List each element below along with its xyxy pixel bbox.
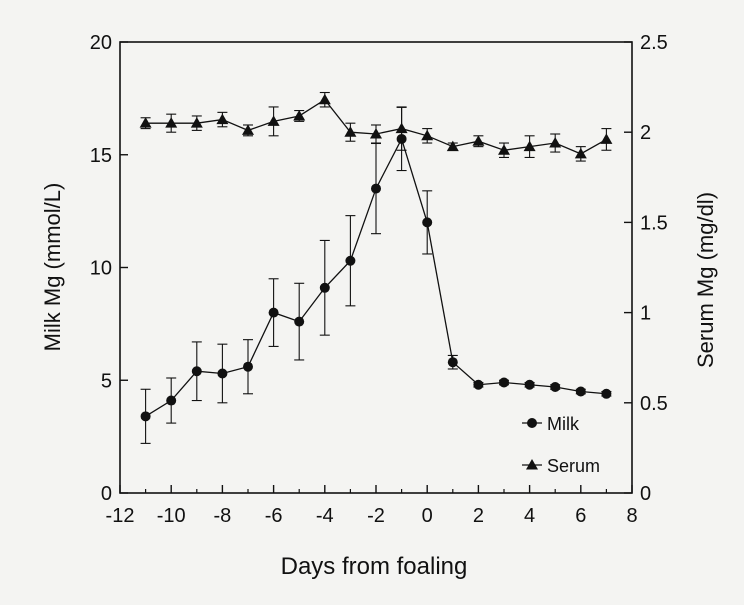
serum-series-point [318, 93, 331, 105]
milk-series-point [140, 411, 151, 422]
milk-series-point [575, 386, 586, 397]
left-y-tick-label: 0 [101, 483, 112, 505]
right-y-tick-label: 2 [640, 122, 651, 144]
serum-series-point [574, 147, 587, 159]
serum-series-point [139, 117, 152, 128]
x-tick-label: -4 [316, 505, 334, 527]
x-axis-label: Days from foaling [281, 553, 468, 580]
milk-series-point [345, 255, 356, 266]
milk-series-point [319, 282, 330, 293]
milk-series-point [191, 366, 202, 377]
serum-series-point [600, 133, 613, 144]
serum-series-point [267, 115, 280, 126]
serum-series-point [190, 117, 203, 128]
x-tick-label: 8 [626, 505, 637, 527]
right-y-axis-label: Serum Mg (mg/dl) [693, 192, 718, 368]
milk-series-point [473, 379, 484, 390]
left-y-tick-label: 20 [90, 32, 112, 54]
serum-series-point [446, 140, 459, 152]
serum-series-point [395, 122, 408, 134]
x-tick-label: -2 [367, 505, 385, 527]
serum-legend-point [526, 459, 538, 470]
left-y-tick-label: 15 [90, 145, 112, 167]
right-y-tick-label: 1.5 [640, 212, 668, 234]
x-tick-label: 0 [422, 505, 433, 527]
milk-series-point [601, 388, 612, 399]
serum-series-point [242, 124, 254, 135]
left-y-tick-label: 5 [101, 370, 112, 392]
milk-series-point [217, 368, 228, 379]
serum-series-point [344, 126, 357, 137]
x-tick-label: 6 [575, 505, 586, 527]
left-y-axis-label: Milk Mg (mmol/L) [40, 183, 65, 352]
x-tick-label: -12 [106, 505, 135, 527]
milk-series-point [371, 183, 381, 194]
milk-legend-point [527, 418, 537, 428]
serum-legend-label: Serum [547, 456, 600, 476]
serum-series-point [165, 117, 178, 128]
x-tick-label: 2 [473, 505, 484, 527]
milk-series-point [268, 307, 279, 318]
right-y-tick-label: 2.5 [640, 32, 668, 54]
right-y-tick-label: 0 [640, 483, 651, 505]
serum-series-point [472, 135, 485, 146]
serum-series [139, 91, 613, 162]
x-tick-label: -8 [214, 505, 232, 527]
right-y-tick-label: 0.5 [640, 393, 668, 415]
milk-series-point [422, 217, 433, 228]
serum-series-point [370, 128, 382, 139]
milk-series-point [524, 379, 535, 390]
milk-series-point [294, 316, 305, 327]
milk-legend-label: Milk [547, 414, 580, 434]
serum-series-point [216, 113, 229, 125]
data-layer [139, 91, 613, 444]
milk-series-point [447, 357, 458, 368]
x-tick-label: -10 [157, 505, 186, 527]
milk-series-point [166, 395, 177, 406]
x-tick-label: 4 [524, 505, 535, 527]
serum-series-point [293, 109, 306, 121]
serum-series-point [549, 137, 562, 148]
milk-series-point [243, 361, 253, 372]
milk-series-point [499, 377, 509, 388]
serum-series-point [498, 144, 510, 155]
milk-series [140, 106, 612, 444]
x-tick-label: -6 [265, 505, 283, 527]
left-y-tick-label: 10 [90, 258, 112, 280]
right-y-tick-label: 1 [640, 303, 651, 325]
serum-series-point [523, 140, 536, 152]
milk-series-point [550, 382, 561, 393]
serum-series-point [421, 129, 434, 141]
legend: Milk Serum [522, 414, 600, 476]
